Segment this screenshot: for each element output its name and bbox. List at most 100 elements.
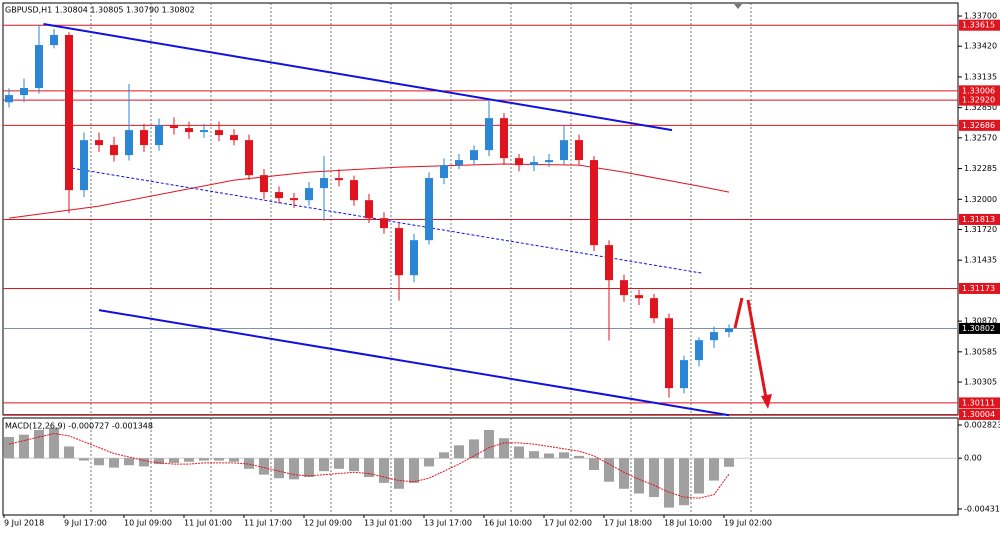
candle-body (140, 130, 148, 146)
candle-body (185, 128, 193, 133)
macd-signal (8, 433, 730, 499)
moving-average (8, 163, 730, 219)
channel-line (43, 23, 673, 132)
macd-bar (484, 429, 494, 459)
channel-line (71, 167, 703, 274)
y-tick-label: 1.32850 (964, 103, 997, 112)
macd-bar (379, 458, 389, 483)
candle-body (350, 180, 358, 201)
candle-body (620, 280, 628, 296)
candle-body (635, 295, 643, 299)
macd-bar (529, 451, 539, 459)
macd-bar (79, 458, 89, 461)
macd-y-tick-label: 0.002823 (964, 421, 1000, 430)
candle-body (335, 178, 343, 181)
macd-bar (214, 458, 224, 461)
macd-bar (244, 458, 254, 469)
macd-bar (664, 458, 674, 508)
x-tick-label: 9 Jul 2018 (4, 519, 44, 528)
macd-bar (649, 458, 659, 498)
x-tick-label: 17 Jul 18:00 (604, 519, 652, 528)
candle-body (290, 198, 298, 201)
y-tick-label: 1.32285 (964, 164, 997, 173)
macd-bar (589, 458, 599, 470)
candle-body (665, 318, 673, 389)
candle-body (695, 340, 703, 361)
last-price-box (959, 322, 1000, 334)
macd-bar (124, 458, 134, 466)
candle-body (395, 228, 403, 276)
x-tick-label: 13 Jul 01:00 (364, 519, 412, 528)
candle-body (320, 178, 328, 189)
candle-body (260, 175, 268, 193)
candle-body (545, 160, 553, 163)
macd-bar (514, 446, 524, 459)
candle-body (35, 45, 43, 89)
level-label: 1.30004 (962, 410, 995, 419)
macd-bar (49, 427, 59, 459)
shift-marker (734, 4, 742, 9)
macd-bar (304, 458, 314, 478)
candle-body (305, 188, 313, 201)
candle-body (485, 118, 493, 151)
candle-body (245, 140, 253, 176)
macd-bar (469, 439, 479, 459)
x-tick-label: 11 Jul 17:00 (244, 519, 292, 528)
x-tick-label: 9 Jul 17:00 (64, 519, 107, 528)
candle-body (230, 135, 238, 141)
candle-body (95, 140, 103, 146)
macd-bar (349, 458, 359, 472)
candle-body (560, 140, 568, 161)
candle-body (725, 328, 733, 333)
macd-bar (694, 458, 704, 494)
y-tick-label: 1.31435 (964, 256, 997, 265)
macd-bar (439, 452, 449, 459)
candle-body (410, 240, 418, 276)
candle-body (575, 140, 583, 161)
candle-body (710, 332, 718, 341)
macd-bar (574, 455, 584, 459)
macd-bar (19, 434, 29, 459)
candle-body (215, 130, 223, 136)
y-tick-label: 1.33135 (964, 72, 997, 81)
candle-body (650, 298, 658, 319)
forecast-arrow-head (761, 394, 772, 409)
candle-body (110, 145, 118, 156)
candle-body (680, 360, 688, 389)
macd-bar (34, 429, 44, 459)
labels-layer: 1.33700 1.33420 1.33135 1.32850 1.32570 1.322… (3, 12, 1000, 528)
level-label-box (959, 19, 1000, 31)
macd-bar (259, 458, 269, 475)
x-tick-label: 17 Jul 02:00 (544, 519, 592, 528)
y-tick-label: 1.33700 (964, 12, 997, 21)
y-tick-label: 1.30585 (964, 347, 997, 356)
candle-body (155, 125, 163, 146)
candle-body (605, 245, 613, 281)
candle-body (365, 200, 373, 219)
main-panel-frame (2, 2, 959, 416)
candle-body (275, 192, 283, 199)
macd-bar (274, 458, 284, 479)
level-label-box (959, 94, 1000, 106)
macd-bar (724, 458, 734, 467)
x-tick-label: 12 Jul 09:00 (304, 519, 352, 528)
candle-body (530, 162, 538, 166)
macd-bar (454, 445, 464, 459)
level-label-box (959, 397, 1000, 409)
grid-layer (3, 3, 962, 515)
candle-body (590, 160, 598, 246)
y-tick-label: 1.32570 (964, 133, 997, 142)
macd-bar (499, 438, 509, 459)
macd-bar (184, 458, 194, 462)
macd-bar (139, 458, 149, 467)
y-tick-label: 1.31720 (964, 225, 997, 234)
level-label-box (959, 213, 1000, 225)
macd-bar (559, 452, 569, 459)
candle-body (5, 95, 13, 103)
candle-body (200, 130, 208, 133)
macd-bar (109, 458, 119, 468)
macd-bar (679, 458, 689, 506)
x-tick-label: 16 Jul 10:00 (484, 519, 532, 528)
level-label: 1.33006 (962, 86, 995, 95)
